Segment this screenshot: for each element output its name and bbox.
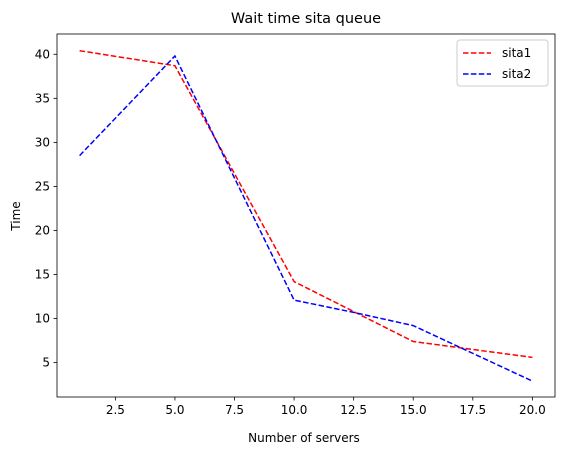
plot-frame: [56, 33, 556, 398]
y-tick-label: 20: [35, 223, 50, 237]
y-axis-label: Time: [9, 201, 23, 231]
x-axis-label: Number of servers: [248, 431, 360, 445]
x-tick-label: 12.5: [340, 403, 367, 417]
y-tick-label: 35: [35, 91, 50, 105]
legend: sita1 sita2: [456, 39, 549, 87]
y-tick-label: 10: [35, 312, 50, 326]
series-line-sita1: [79, 49, 533, 359]
chart-title: Wait time sita queue: [231, 11, 381, 27]
y-tick-label: 15: [35, 268, 50, 282]
x-tick-label: 5.0: [165, 403, 184, 417]
legend-label-sita1: sita1: [502, 46, 531, 60]
y-tick-label: 5: [42, 356, 50, 370]
x-tick-label: 10.0: [281, 403, 308, 417]
x-tick-label: 7.5: [225, 403, 244, 417]
x-tick-label: 20.0: [519, 403, 546, 417]
y-tick-label: 30: [35, 135, 50, 149]
plot-lines: [79, 49, 533, 382]
x-tick-label: 17.5: [459, 403, 486, 417]
series-line-sita2: [79, 54, 533, 382]
y-tick-label: 40: [35, 47, 50, 61]
x-tick-label: 2.5: [106, 403, 125, 417]
x-tick-label: 15.0: [400, 403, 427, 417]
legend-label-sita2: sita2: [502, 67, 531, 81]
y-tick-label: 25: [35, 179, 50, 193]
y-axis: 5 10 15 20 25 30 35 40: [35, 47, 57, 370]
x-axis: 2.5 5.0 7.5 10.0 12.5 15.0 17.5 20.0: [106, 397, 546, 417]
